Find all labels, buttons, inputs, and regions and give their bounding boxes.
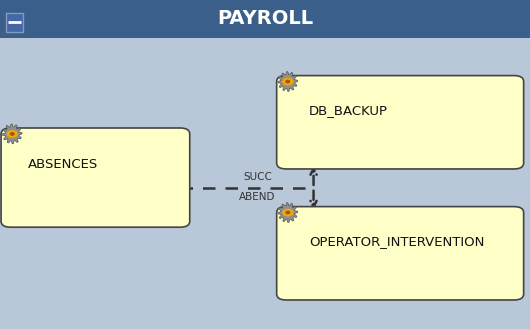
- Text: SUCC: SUCC: [243, 172, 272, 182]
- Circle shape: [7, 131, 17, 137]
- Text: ABSENCES: ABSENCES: [28, 158, 98, 171]
- FancyBboxPatch shape: [277, 207, 524, 300]
- Circle shape: [286, 80, 290, 83]
- FancyBboxPatch shape: [1, 128, 190, 227]
- Text: DB_BACKUP: DB_BACKUP: [309, 104, 388, 116]
- Text: OPERATOR_INTERVENTION: OPERATOR_INTERVENTION: [309, 235, 484, 247]
- Text: PAYROLL: PAYROLL: [217, 10, 313, 28]
- Polygon shape: [278, 203, 298, 222]
- Circle shape: [10, 133, 14, 135]
- Circle shape: [286, 211, 290, 214]
- Circle shape: [283, 210, 293, 215]
- Text: ABEND: ABEND: [239, 192, 276, 202]
- FancyBboxPatch shape: [6, 13, 23, 32]
- FancyBboxPatch shape: [277, 76, 524, 169]
- FancyBboxPatch shape: [0, 0, 530, 38]
- Polygon shape: [278, 72, 298, 91]
- Polygon shape: [2, 124, 22, 144]
- Circle shape: [283, 78, 293, 85]
